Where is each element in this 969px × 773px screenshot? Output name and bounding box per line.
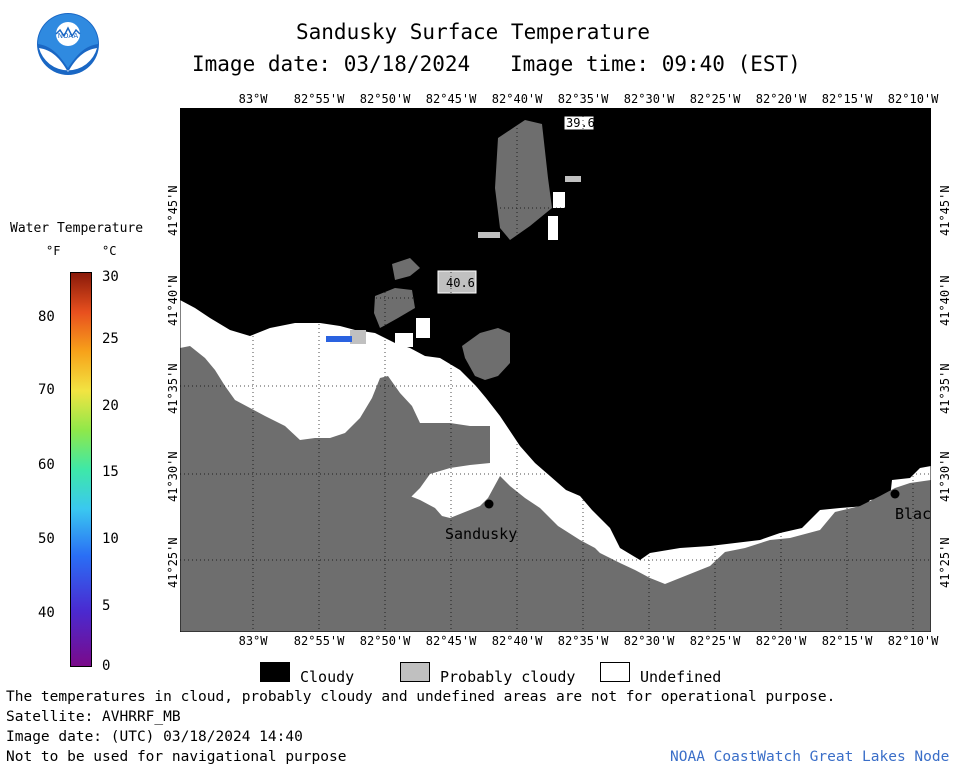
cloudy-region <box>180 108 931 560</box>
lon-label-bottom: 82°30'W <box>623 634 675 648</box>
temp-label-1: 39.6 <box>566 116 595 130</box>
footer-nav-warning: Not to be used for navigational purpose <box>6 749 347 765</box>
lon-label-top: 82°55'W <box>293 92 345 106</box>
map <box>180 108 931 632</box>
lat-label-right: 41°45'N <box>938 185 952 236</box>
lon-label-bottom: 82°35'W <box>557 634 609 648</box>
lat-label-right: 41°35'N <box>938 363 952 414</box>
noaa-logo: NOAA <box>37 13 99 75</box>
scale-title: Water Temperature <box>10 221 144 236</box>
lon-label-bottom: 82°40'W <box>491 634 543 648</box>
land-region <box>180 346 931 632</box>
scale-f-tick: 60 <box>38 457 55 473</box>
logo-text: NOAA <box>58 32 79 40</box>
lon-label-top: 82°15'W <box>821 92 873 106</box>
legend-label-probably-cloudy: Probably cloudy <box>440 668 576 686</box>
lat-label-left: 41°45'N <box>166 185 180 236</box>
lon-label-top: 82°35'W <box>557 92 609 106</box>
scale-unit-f: °F <box>46 244 61 258</box>
lon-label-bottom: 83°W <box>238 634 268 648</box>
lon-label-top: 82°50'W <box>359 92 411 106</box>
lat-label-left: 41°40'N <box>166 275 180 326</box>
legend-label-cloudy: Cloudy <box>300 668 355 686</box>
city-label-blac: Blac <box>895 505 932 523</box>
scale-c-tick: 25 <box>102 331 119 347</box>
footer-satellite: Satellite: AVHRRF_MB <box>6 709 181 725</box>
lon-label-bottom: 82°55'W <box>293 634 345 648</box>
lat-label-right: 41°30'N <box>938 451 952 502</box>
footer-utc-date: Image date: (UTC) 03/18/2024 14:40 <box>6 729 303 745</box>
lon-label-top: 82°30'W <box>623 92 675 106</box>
scale-c-tick: 5 <box>102 598 111 614</box>
lon-label-bottom: 82°20'W <box>755 634 807 648</box>
scale-f-tick: 50 <box>38 531 55 547</box>
scale-unit-c: °C <box>102 244 117 258</box>
page-title: Sandusky Surface Temperature <box>296 20 651 44</box>
lat-label-right: 41°25'N <box>938 537 952 588</box>
footer-disclaimer: The temperatures in cloud, probably clou… <box>6 689 836 705</box>
blac-dot <box>890 489 900 499</box>
lon-label-bottom: 82°50'W <box>359 634 411 648</box>
lon-label-bottom: 82°45'W <box>425 634 477 648</box>
legend-swatch-undefined <box>600 662 630 682</box>
lon-label-top: 82°45'W <box>425 92 477 106</box>
lat-label-left: 41°30'N <box>166 451 180 502</box>
scale-c-tick: 10 <box>102 531 119 547</box>
image-time: Image time: 09:40 (EST) <box>510 52 801 76</box>
scale-f-tick: 80 <box>38 309 55 325</box>
sandusky-dot <box>484 499 494 509</box>
scale-f-tick: 40 <box>38 605 55 621</box>
city-label-sandusky: Sandusky <box>445 525 518 543</box>
legend-swatch-cloudy <box>260 662 290 682</box>
temp-label-2: 40.6 <box>446 276 475 290</box>
image-date: Image date: 03/18/2024 <box>192 52 471 76</box>
color-scale-bar <box>70 272 92 667</box>
lat-label-left: 41°35'N <box>166 363 180 414</box>
lon-label-top: 82°10'W <box>887 92 939 106</box>
footer-credit: NOAA CoastWatch Great Lakes Node <box>670 749 950 765</box>
lon-label-top: 82°20'W <box>755 92 807 106</box>
lon-label-top: 82°25'W <box>689 92 741 106</box>
legend-label-undefined: Undefined <box>640 668 722 686</box>
scale-c-tick: 20 <box>102 398 119 414</box>
lon-label-bottom: 82°10'W <box>887 634 939 648</box>
lon-label-top: 83°W <box>238 92 268 106</box>
lon-label-bottom: 82°15'W <box>821 634 873 648</box>
scale-f-tick: 70 <box>38 382 55 398</box>
scale-c-tick: 15 <box>102 464 119 480</box>
lat-label-left: 41°25'N <box>166 537 180 588</box>
scale-c-tick: 30 <box>102 269 119 285</box>
lat-label-right: 41°40'N <box>938 275 952 326</box>
lon-label-bottom: 82°25'W <box>689 634 741 648</box>
lon-label-top: 82°40'W <box>491 92 543 106</box>
scale-c-tick: 0 <box>102 658 111 674</box>
legend-swatch-probably-cloudy <box>400 662 430 682</box>
